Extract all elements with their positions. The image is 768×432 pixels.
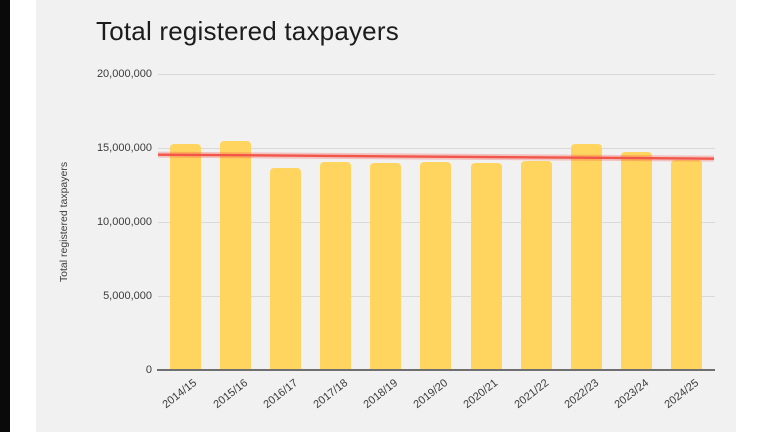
bar-2021-22 (520, 160, 552, 370)
x-axis-label: 2024/25 (662, 377, 702, 411)
chart-title: Total registered taxpayers (96, 16, 399, 46)
bar-2014-15 (169, 144, 201, 370)
x-axis-label: 2018/19 (361, 377, 401, 411)
x-axis-label: 2019/20 (411, 377, 451, 411)
y-tick-label: 10,000,000 (96, 216, 152, 228)
bar-2016-17 (269, 167, 301, 370)
x-axis-label: 2022/23 (562, 377, 601, 411)
x-axis-label: 2014/15 (160, 377, 200, 411)
gridline (158, 148, 715, 149)
bar-2022-23 (570, 144, 602, 370)
y-tick-label: 15,000,000 (96, 142, 152, 154)
bar-series (160, 74, 712, 370)
bar-2020-21 (470, 162, 502, 370)
x-axis-label: 2021/22 (512, 377, 551, 411)
trendline-core (157, 153, 715, 160)
bar-2015-16 (219, 141, 251, 370)
y-tick-label: 5,000,000 (103, 290, 152, 302)
x-axis-labels: 2014/15 2015/16 2016/17 2017/18 2018/19 2019/… (160, 374, 712, 432)
bar-2024-25 (671, 159, 703, 370)
y-tick-label: 20,000,000 (96, 68, 152, 80)
x-axis-label: 2023/24 (612, 377, 652, 411)
trendline (157, 151, 715, 162)
x-axis-label: 2016/17 (261, 377, 300, 411)
left-edge-strip (0, 0, 10, 432)
bar-2019-20 (420, 162, 452, 370)
bar-2023-24 (621, 152, 653, 370)
x-axis-label: 2020/21 (461, 377, 501, 411)
plot-area (157, 74, 715, 371)
x-axis-line (157, 369, 715, 371)
gridline (158, 74, 715, 75)
bar-2018-19 (370, 162, 402, 370)
x-axis-label: 2015/16 (210, 377, 250, 411)
y-tick-label: 0 (145, 364, 152, 376)
bar-2017-18 (320, 162, 352, 370)
x-axis-label: 2017/18 (311, 377, 351, 411)
